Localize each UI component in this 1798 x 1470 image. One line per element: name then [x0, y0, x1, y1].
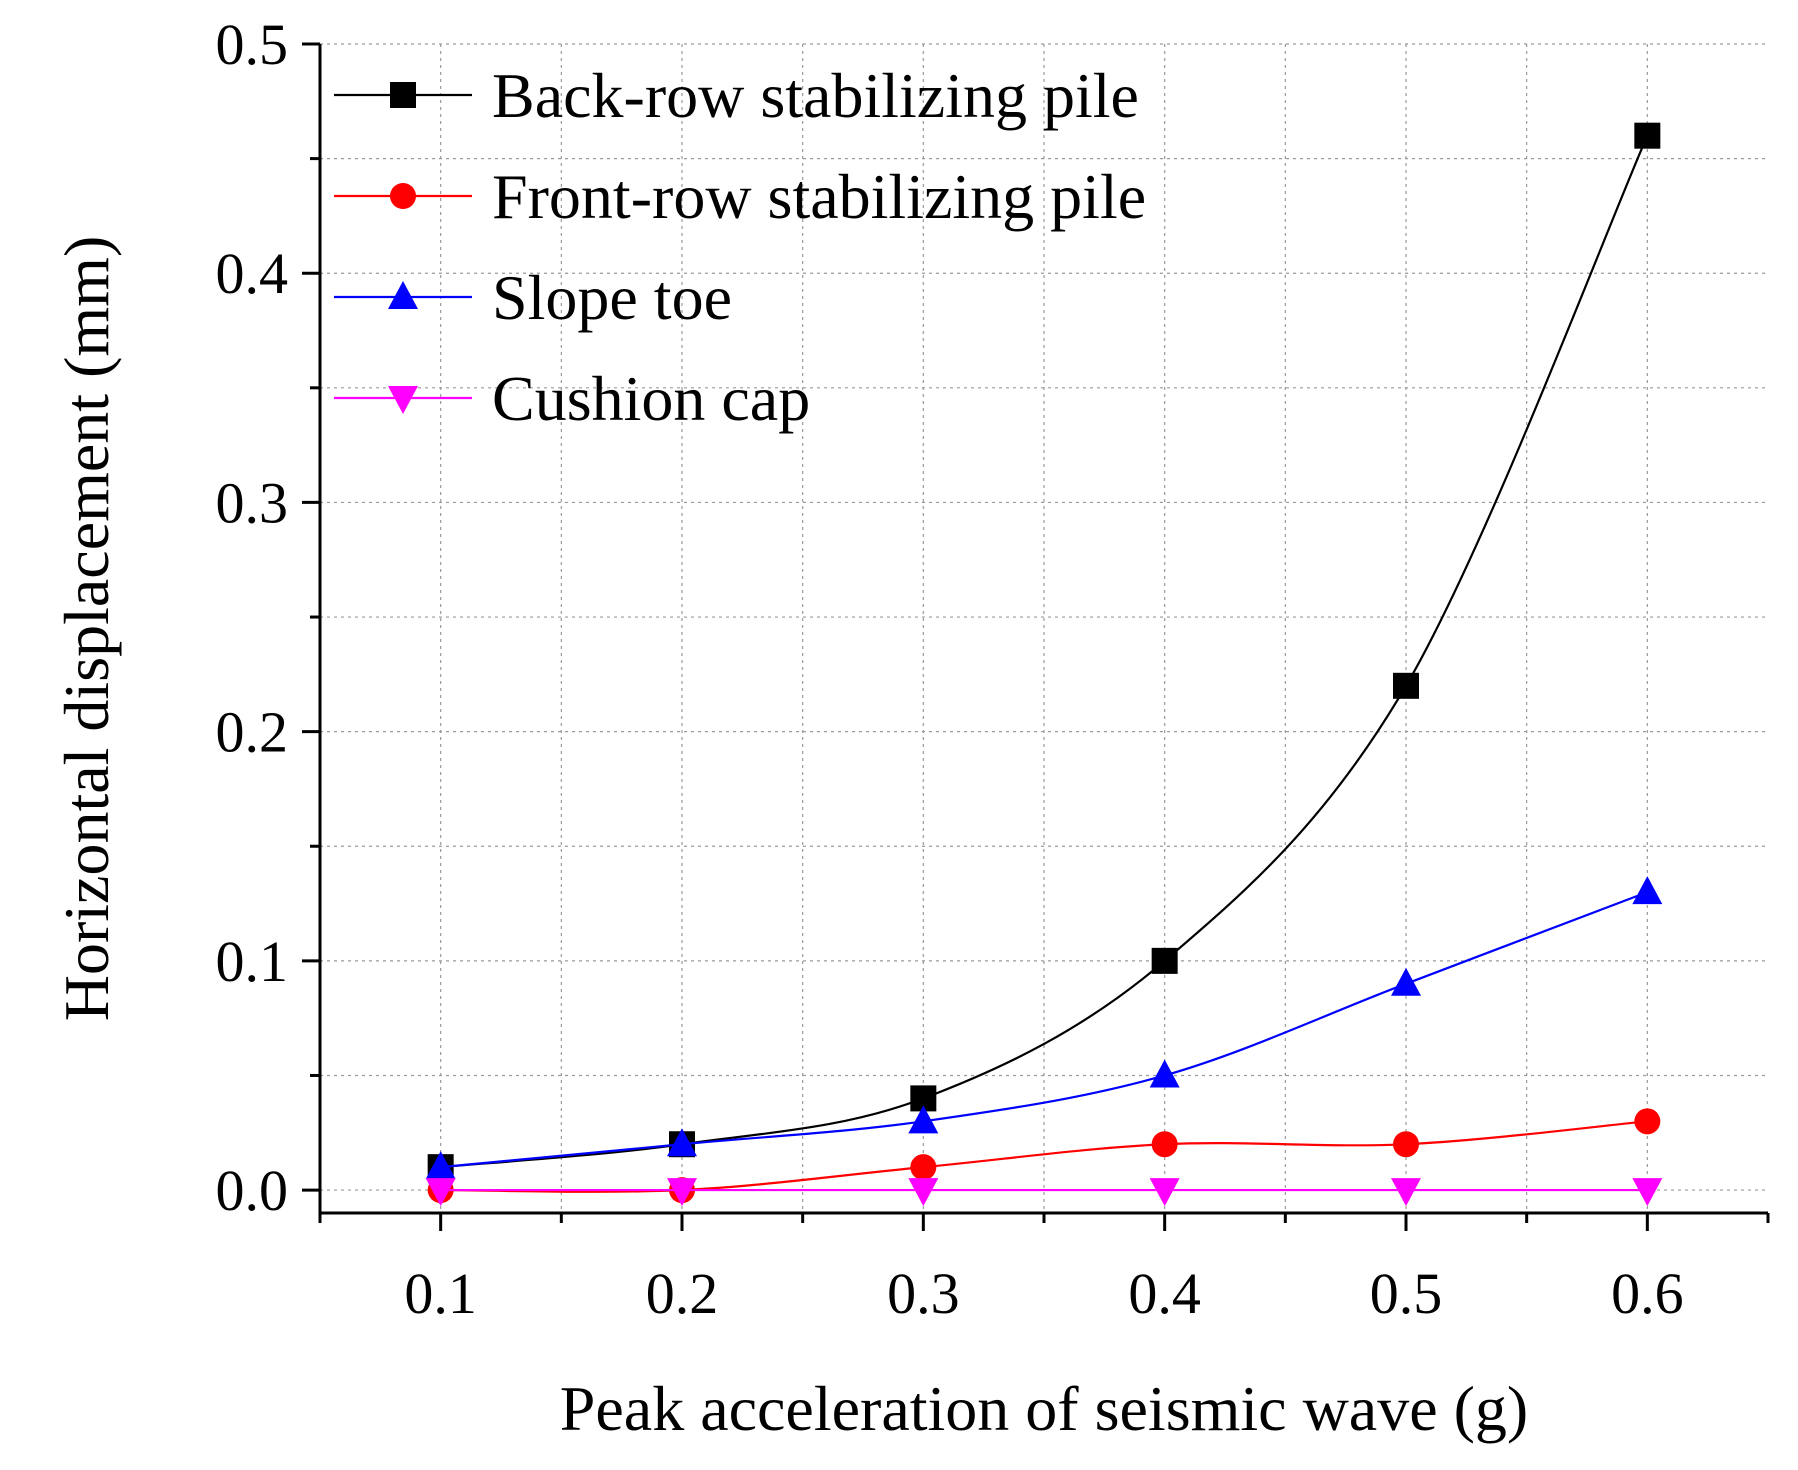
legend: Back-row stabilizing pile Front-row stabi… [334, 60, 1146, 434]
legend-item: Cushion cap [334, 363, 810, 434]
x-tick-label: 0.5 [1370, 1261, 1443, 1326]
y-tick-label: 0.1 [216, 929, 289, 994]
legend-item: Back-row stabilizing pile [334, 60, 1139, 131]
legend-marker [390, 183, 416, 209]
y-tick-label: 0.2 [216, 700, 289, 765]
legend-label: Front-row stabilizing pile [492, 161, 1146, 232]
legend-marker [388, 386, 418, 414]
data-point [1393, 1131, 1419, 1158]
data-point [1391, 1178, 1421, 1207]
x-axis-title: Peak acceleration of seismic wave (g) [560, 1373, 1528, 1444]
legend-label: Back-row stabilizing pile [492, 60, 1139, 131]
ticks: 0.0 0.1 0.2 0.3 0.4 0.5 0.1 0.2 0.3 0.4 0.5 0.6 [216, 12, 1770, 1326]
grid [320, 43, 1768, 1213]
x-tick-label: 0.3 [887, 1261, 960, 1326]
data-point [1634, 122, 1661, 149]
x-tick-label: 0.1 [404, 1261, 477, 1326]
series-line [440, 891, 1648, 1169]
legend-label: Cushion cap [492, 363, 810, 434]
x-tick-label: 0.6 [1611, 1261, 1684, 1326]
data-point [1151, 947, 1178, 974]
data-point [1149, 1059, 1180, 1088]
legend-marker [388, 281, 418, 309]
y-tick-label: 0.3 [216, 470, 289, 535]
legend-item: Front-row stabilizing pile [334, 161, 1146, 232]
data-point [1393, 672, 1419, 699]
data-point [1149, 1178, 1180, 1207]
series-slope-toe [425, 876, 1663, 1180]
data-point [1632, 876, 1663, 905]
x-tick-label: 0.2 [646, 1261, 719, 1326]
x-tick-label: 0.4 [1128, 1261, 1201, 1326]
series [425, 122, 1663, 1207]
data-point [1634, 1108, 1661, 1135]
data-point [1391, 967, 1421, 996]
data-point [425, 1151, 456, 1180]
y-tick-label: 0.0 [216, 1158, 289, 1223]
legend-marker [390, 82, 416, 108]
data-point [667, 1128, 697, 1157]
y-tick-label: 0.5 [216, 12, 289, 77]
data-point [1151, 1131, 1178, 1158]
data-point [908, 1105, 939, 1134]
data-point [1632, 1178, 1663, 1207]
legend-label: Slope toe [492, 262, 732, 333]
data-point [908, 1178, 939, 1207]
legend-item: Slope toe [334, 262, 732, 333]
data-point [425, 1178, 456, 1207]
y-axis-title: Horizontal displacement (mm) [51, 236, 122, 1022]
data-point [667, 1178, 697, 1207]
data-point [910, 1154, 937, 1181]
y-tick-label: 0.4 [216, 241, 289, 306]
series-cushion-cap [425, 1178, 1663, 1207]
